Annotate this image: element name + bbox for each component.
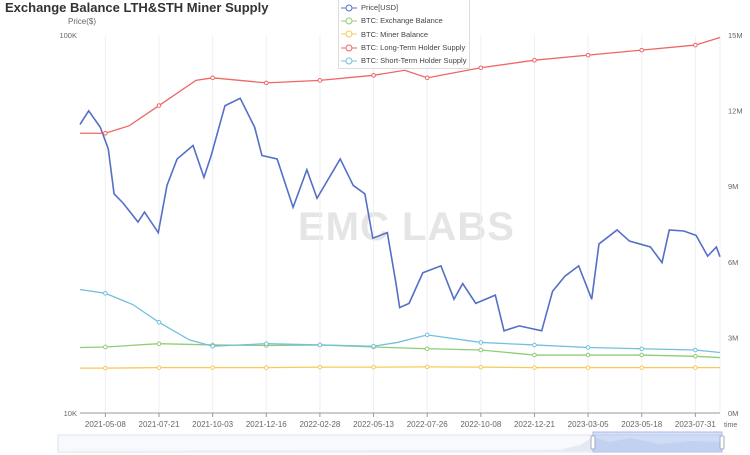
series-line-2 — [80, 366, 720, 369]
series-point — [103, 365, 108, 371]
x-tick-label: 2021-10-03 — [192, 420, 233, 429]
series-point — [424, 346, 430, 352]
series-line-1 — [79, 343, 721, 359]
y-left-tick-label: 100K — [59, 31, 77, 40]
series-point — [371, 73, 376, 78]
series-point — [371, 364, 376, 370]
chart-title: Exchange Balance LTH&STH Miner Supply — [5, 0, 269, 15]
y-right-tick-label: 12M — [728, 107, 743, 116]
legend-item[interactable]: BTC: Exchange Balance — [341, 14, 467, 27]
series-point — [532, 352, 537, 358]
series-point — [317, 364, 323, 370]
watermark: EMC LABS — [298, 205, 515, 249]
series-point — [585, 52, 591, 58]
legend-marker-icon — [341, 17, 357, 25]
x-tick-label: 2022-05-13 — [353, 420, 394, 429]
series-point — [103, 130, 108, 136]
series-point — [478, 364, 484, 370]
series-point — [156, 365, 162, 370]
series-point — [639, 352, 645, 358]
legend-marker-icon — [341, 57, 357, 65]
series-point — [156, 341, 162, 347]
series-point — [532, 365, 537, 370]
y-right-tick-label: 9M — [728, 182, 738, 191]
series-point — [693, 42, 698, 48]
series-point — [103, 344, 108, 350]
legend-label: Price[USD] — [361, 3, 399, 13]
series-line-4 — [79, 288, 721, 354]
series-point — [317, 78, 323, 83]
series-point — [585, 352, 591, 358]
datazoom-preview — [58, 437, 722, 451]
datazoom-handle[interactable] — [719, 435, 725, 450]
series-point — [585, 345, 591, 350]
legend-label: BTC: Short-Term Holder Supply — [361, 56, 467, 66]
series-point — [210, 365, 215, 370]
series-point — [156, 103, 162, 108]
x-tick-label: 2022-02-28 — [299, 420, 340, 429]
x-tick-label: 2022-12-21 — [514, 420, 555, 429]
legend-item[interactable]: BTC: Short-Term Holder Supply — [341, 54, 467, 67]
series-point — [639, 47, 645, 53]
series-point — [317, 342, 323, 348]
series-point — [263, 341, 269, 347]
legend-label: BTC: Long-Term Holder Supply — [361, 43, 466, 53]
series-point — [532, 57, 537, 63]
series-point — [210, 75, 215, 81]
series-point — [478, 65, 484, 71]
legend-item[interactable]: BTC: Long-Term Holder Supply — [341, 41, 467, 54]
x-axis-label: time — [724, 422, 737, 429]
series-point — [693, 354, 698, 359]
legend-marker-icon — [341, 44, 357, 52]
series-point — [639, 365, 645, 370]
series-point — [639, 346, 645, 352]
legend-label: BTC: Miner Balance — [361, 29, 429, 39]
datazoom-selection[interactable] — [592, 431, 723, 453]
y-right-tick-label: 6M — [728, 258, 738, 267]
x-tick-label: 2022-10-08 — [460, 420, 501, 429]
x-tick-label: 2022-07-26 — [407, 420, 448, 429]
x-tick-label: 2021-12-16 — [246, 420, 287, 429]
y-right-tick-label: 0M — [728, 409, 738, 418]
x-tick-label: 2023-07-31 — [675, 420, 716, 429]
series-point — [693, 365, 698, 370]
datazoom-handle[interactable] — [590, 435, 596, 450]
series-point — [156, 319, 162, 325]
legend-item[interactable]: BTC: Miner Balance — [341, 28, 467, 41]
series-point — [693, 347, 698, 353]
x-tick-label: 2023-05-18 — [621, 420, 662, 429]
legend-marker-icon — [341, 30, 357, 38]
x-tick-label: 2021-05-08 — [85, 420, 126, 429]
series-point — [424, 332, 430, 338]
legend-label: BTC: Exchange Balance — [361, 16, 443, 26]
series-point — [424, 75, 430, 81]
y-right-tick-label: 3M — [728, 333, 738, 342]
series-point — [532, 342, 537, 348]
legend-item[interactable]: Price[USD] — [341, 1, 467, 14]
series-point — [478, 340, 484, 345]
series-point — [103, 291, 108, 296]
series-point — [263, 365, 269, 370]
y-axis-left-label: Price($) — [68, 17, 97, 26]
x-tick-label: 2021-07-21 — [139, 420, 180, 429]
y-right-tick-label: 15M — [728, 31, 743, 40]
series-point — [210, 343, 215, 349]
y-left-tick-label: 10K — [64, 409, 77, 418]
series-point — [263, 80, 269, 86]
series-point — [424, 364, 430, 370]
series-point — [585, 365, 591, 370]
series-point — [478, 347, 484, 353]
series-point — [371, 343, 376, 349]
x-tick-label: 2023-03-05 — [568, 420, 609, 429]
legend: Price[USD] BTC: Exchange Balance BTC: Mine… — [338, 0, 470, 70]
legend-marker-icon — [341, 4, 357, 12]
series-line-0 — [79, 97, 721, 332]
